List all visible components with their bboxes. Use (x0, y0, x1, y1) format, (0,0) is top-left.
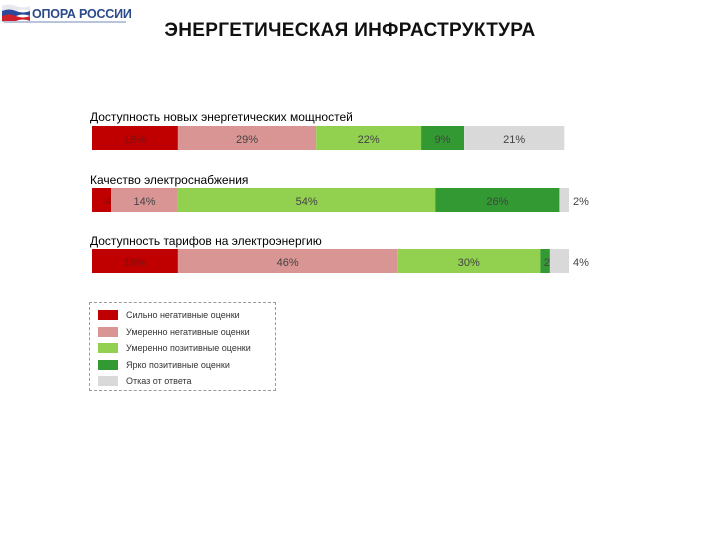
data-label: 9% (435, 134, 451, 146)
logo: ОПОРА РОССИИ (2, 4, 132, 28)
data-label: 2% (573, 196, 589, 208)
data-label: 54% (296, 196, 318, 208)
data-label: 46% (277, 257, 299, 269)
data-label: 29% (236, 134, 258, 146)
legend-swatch (98, 326, 118, 337)
bar-segment (92, 249, 178, 273)
category-label: Доступность новых энергетических мощност… (90, 110, 353, 124)
bar-segment (540, 249, 550, 273)
legend-label: Умеренно позитивные оценки (126, 343, 251, 353)
legend-swatch (98, 376, 118, 386)
bar-segment (177, 126, 317, 150)
bar-segment (397, 249, 541, 273)
data-label: 4% (573, 257, 589, 269)
bar-segment (177, 188, 436, 212)
bar-segment (92, 188, 112, 212)
legend-label: Отказ от ответа (126, 376, 192, 386)
bar-segment (559, 188, 569, 212)
russia-flag-icon (2, 4, 30, 22)
legend-label: Умеренно негативные оценки (126, 326, 250, 337)
bar-segment (316, 126, 422, 150)
bar-segment (92, 126, 178, 150)
bar-segment (111, 188, 178, 212)
data-label: 22% (358, 134, 380, 146)
data-label: 18% (124, 134, 146, 146)
legend-label: Ярко позитивные оценки (126, 359, 230, 370)
stacked-bar-chart: Доступность новых энергетических мощност… (90, 110, 589, 273)
legend-label: Сильно негативные оценки (126, 310, 240, 320)
data-label: 21% (503, 134, 525, 146)
logo-text: ОПОРА РОССИИ (32, 7, 132, 21)
bar-segment (549, 249, 569, 273)
bar-segment (435, 188, 560, 212)
data-label: 18% (124, 257, 146, 269)
page-title: ЭНЕРГЕТИЧЕСКАЯ ИНФРАСТРУКТУРА (164, 20, 536, 41)
data-label: 14% (133, 196, 155, 208)
category-label: Доступность тарифов на электроэнергию (90, 234, 322, 248)
legend-swatch (98, 359, 118, 370)
bar-segment (464, 126, 565, 150)
bar-segment (421, 126, 464, 150)
bar-segment (177, 249, 398, 273)
legend-swatch (98, 343, 118, 353)
logo-subtitle-line (4, 21, 126, 23)
data-label: 30% (458, 257, 480, 269)
chart-legend: Сильно негативные оценки Умеренно негатив… (89, 302, 276, 391)
category-label: Качество электроснабжения (90, 173, 248, 187)
legend-swatch (98, 310, 118, 320)
data-label: 26% (486, 196, 508, 208)
